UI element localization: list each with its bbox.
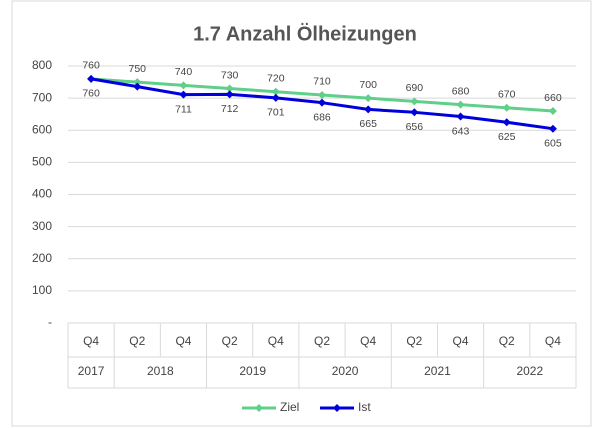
point (318, 90, 326, 99)
data-label: 710 (313, 76, 331, 88)
x-tick-label: Q4 (453, 334, 469, 348)
x-tick-label: Q4 (268, 334, 284, 348)
point (271, 93, 280, 102)
data-label: 625 (498, 131, 516, 143)
data-label: 740 (175, 66, 193, 78)
data-label: 605 (544, 137, 562, 149)
y-tick-label: 500 (32, 155, 52, 169)
data-label: 720 (267, 73, 285, 85)
data-label: 711 (175, 103, 192, 115)
y-tick-label: 700 (32, 90, 52, 104)
group-label: 2020 (332, 364, 359, 378)
y-tick-label: 800 (32, 58, 52, 72)
data-label: 760 (82, 88, 100, 100)
data-label: 643 (452, 125, 470, 137)
data-label: 750 (129, 63, 147, 75)
data-label: 670 (498, 89, 516, 101)
legend-label: Ist (358, 400, 371, 414)
x-tick-label: Q2 (314, 334, 330, 348)
y-tick-label: 200 (32, 251, 52, 265)
group-label: 2019 (239, 364, 266, 378)
y-tick-label: - (48, 315, 52, 329)
data-label: 690 (406, 82, 424, 94)
point (364, 105, 373, 114)
group-label: 2021 (424, 364, 451, 378)
x-tick-label: Q4 (83, 334, 99, 348)
point (318, 98, 326, 107)
point (225, 84, 234, 93)
x-tick-label: Q2 (499, 334, 515, 348)
point (179, 81, 188, 90)
point (410, 108, 419, 117)
x-tick-label: Q2 (129, 334, 145, 348)
data-label: 656 (406, 121, 424, 133)
y-tick-label: 100 (32, 283, 52, 297)
point (133, 78, 142, 87)
data-label: 700 (359, 79, 377, 91)
point (456, 112, 465, 121)
point (502, 118, 511, 127)
x-tick-label: Q2 (222, 334, 238, 348)
point (179, 90, 188, 99)
point (502, 103, 511, 112)
data-label: 665 (359, 118, 377, 130)
group-label: 2018 (147, 364, 174, 378)
point (271, 87, 280, 96)
group-label: 2022 (516, 364, 543, 378)
x-tick-label: Q4 (175, 334, 191, 348)
group-label: 2017 (78, 364, 105, 378)
data-label: 730 (221, 69, 239, 81)
point (548, 124, 557, 133)
chart-title: 1.7 Anzahl Ölheizungen (193, 22, 417, 45)
legend-label: Ziel (280, 400, 299, 414)
data-label: 760 (82, 60, 100, 72)
point (225, 90, 234, 99)
y-tick-label: 400 (32, 187, 52, 201)
chart-frame (11, 0, 592, 427)
y-tick-label: 300 (32, 219, 52, 233)
x-tick-label: Q4 (360, 334, 376, 348)
data-label: 686 (313, 111, 331, 123)
data-label: 712 (221, 103, 239, 115)
point (364, 94, 373, 103)
point (133, 82, 142, 91)
point (548, 107, 557, 116)
data-label: 680 (452, 85, 470, 97)
x-tick-label: Q2 (406, 334, 422, 348)
data-label: 701 (267, 107, 285, 119)
legend-marker (255, 404, 263, 412)
point (410, 97, 419, 106)
point (456, 100, 465, 109)
y-tick-label: 600 (32, 122, 52, 136)
data-label: 660 (544, 92, 562, 104)
legend-marker (333, 404, 341, 412)
x-tick-label: Q4 (545, 334, 561, 348)
point (87, 74, 96, 83)
